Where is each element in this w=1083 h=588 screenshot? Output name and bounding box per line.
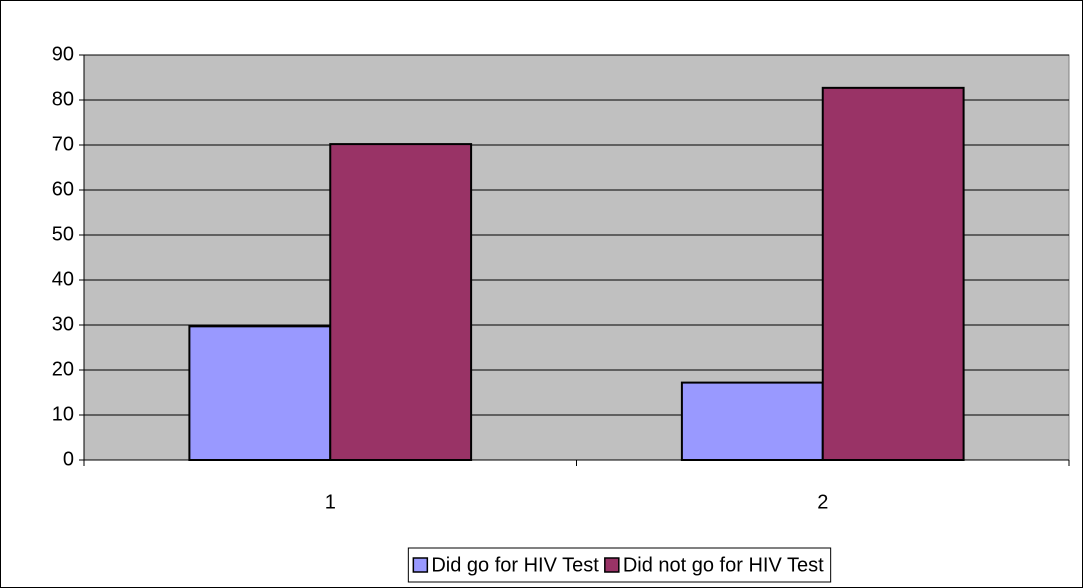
y-tick-label: 30 bbox=[52, 313, 74, 335]
x-tick-label: 2 bbox=[817, 491, 828, 513]
y-tick-label: 20 bbox=[52, 358, 74, 380]
legend-swatch bbox=[412, 557, 429, 573]
legend-label: Did go for HIV Test bbox=[431, 554, 599, 576]
y-tick-label: 70 bbox=[52, 133, 74, 155]
y-tick-label: 10 bbox=[52, 403, 74, 425]
y-tick-label: 0 bbox=[63, 448, 74, 470]
y-tick-label: 80 bbox=[52, 88, 74, 110]
legend-swatch bbox=[604, 557, 620, 573]
y-tick-label: 40 bbox=[52, 268, 74, 290]
bar bbox=[680, 381, 824, 462]
bar bbox=[821, 86, 965, 461]
y-tick-label: 60 bbox=[52, 178, 74, 200]
bar bbox=[329, 143, 473, 461]
bar bbox=[188, 325, 332, 461]
y-tick-label: 50 bbox=[52, 223, 74, 245]
legend-label: Did not go for HIV Test bbox=[623, 554, 824, 576]
x-tick-label: 1 bbox=[325, 491, 336, 513]
y-tick-label: 90 bbox=[52, 43, 74, 65]
